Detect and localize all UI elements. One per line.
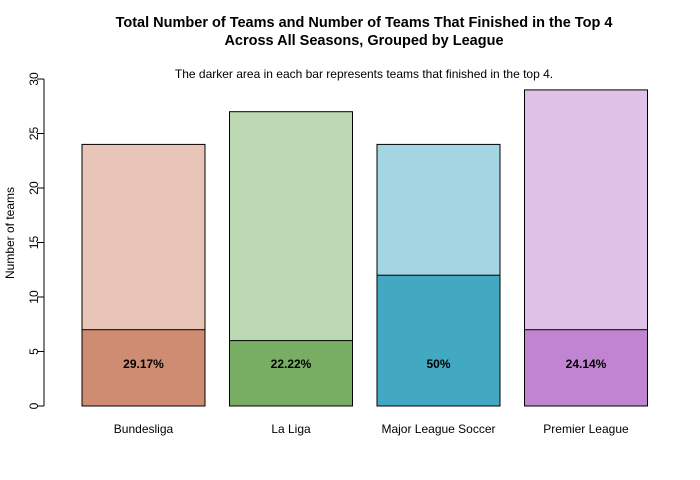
chart-title-line-2: Across All Seasons, Grouped by League bbox=[224, 33, 503, 49]
bar-percent-label: 29.17% bbox=[123, 357, 164, 371]
y-tick-label: 15 bbox=[27, 236, 41, 250]
bar-percent-label: 24.14% bbox=[566, 357, 607, 371]
y-tick-label: 10 bbox=[27, 290, 41, 304]
bar-top4 bbox=[376, 274, 501, 407]
y-tick-label: 0 bbox=[27, 402, 41, 409]
x-category-label: Major League Soccer bbox=[381, 422, 495, 436]
y-tick-label: 20 bbox=[27, 181, 41, 195]
y-tick-label: 5 bbox=[27, 348, 41, 355]
bar-percent-label: 22.22% bbox=[271, 357, 312, 371]
y-axis-label: Number of teams bbox=[3, 187, 17, 279]
x-category-label: Bundesliga bbox=[114, 422, 174, 436]
bar-percent-label: 50% bbox=[426, 357, 450, 371]
bar-top4 bbox=[81, 329, 206, 407]
x-category-label: Premier League bbox=[543, 422, 629, 436]
bars-group: 29.17% Bundesliga 22.22% La Liga 50% Major Le… bbox=[81, 89, 648, 436]
y-tick-label: 30 bbox=[27, 72, 41, 86]
y-tick-label: 25 bbox=[27, 127, 41, 141]
bar-top4 bbox=[524, 329, 648, 407]
x-category-label: La Liga bbox=[271, 422, 311, 436]
chart-title-line-1: Total Number of Teams and Number of Team… bbox=[116, 15, 613, 31]
y-axis: 0 5 10 15 20 25 30 bbox=[27, 72, 45, 409]
chart-subtitle: The darker area in each bar represents t… bbox=[175, 67, 553, 81]
bar-top4 bbox=[229, 340, 353, 407]
